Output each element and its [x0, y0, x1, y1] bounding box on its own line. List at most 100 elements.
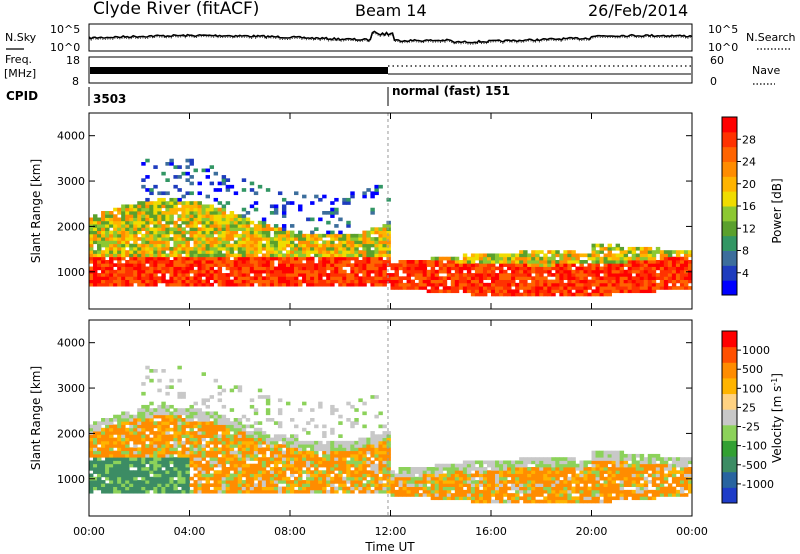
heatmap-cell [269, 437, 275, 442]
heatmap-cell [326, 460, 331, 465]
heatmap-cell [675, 253, 681, 258]
heatmap-cell [133, 476, 138, 481]
heatmap-cell [507, 496, 512, 501]
heatmap-cell [503, 486, 508, 491]
heatmap-cell [269, 266, 275, 271]
heatmap-cell [281, 470, 287, 474]
heatmap-cell [619, 493, 625, 497]
heatmap-cell [643, 266, 649, 271]
heatmap-cell [185, 237, 190, 241]
heatmap-cell [334, 207, 339, 212]
heatmap-cell [169, 197, 174, 202]
heatmap-cell [193, 460, 198, 465]
heatmap-cell [326, 230, 331, 235]
heatmap-cell [551, 493, 556, 497]
heatmap-cell [105, 243, 110, 248]
heatmap-cell [571, 273, 576, 277]
heatmap-cell [117, 440, 122, 445]
heatmap-cell [249, 181, 255, 186]
heatmap-cell [237, 489, 243, 494]
heatmap-cell [133, 480, 138, 484]
heatmap-cell [157, 434, 162, 438]
heatmap-cell [193, 214, 198, 218]
heatmap-cell [482, 499, 488, 504]
heatmap-cell [133, 243, 138, 248]
heatmap-cell [519, 282, 524, 287]
heatmap-cell [687, 473, 693, 478]
heatmap-cell [326, 246, 331, 251]
heatmap-cell [366, 240, 371, 245]
heatmap-cell [189, 220, 194, 225]
heatmap-cell [197, 418, 202, 422]
heatmap-cell [157, 444, 162, 448]
heatmap-cell [273, 457, 279, 461]
heatmap-cell [683, 460, 689, 465]
heatmap-cell [197, 211, 202, 215]
heatmap-cell [639, 246, 645, 251]
heatmap-cell [314, 263, 319, 267]
heatmap-cell [97, 273, 102, 277]
heatmap-cell [261, 434, 267, 438]
heatmap-cell [679, 263, 685, 267]
heatmap-cell [105, 211, 110, 215]
heatmap-cell [366, 463, 371, 468]
heatmap-cell [567, 457, 572, 461]
heatmap-cell [366, 440, 371, 445]
heatmap-cell [398, 483, 403, 487]
heatmap-cell [382, 453, 387, 458]
heatmap-cell [611, 476, 617, 481]
heatmap-cell [241, 230, 247, 235]
heatmap-cell [109, 480, 114, 484]
heatmap-cell [374, 256, 379, 261]
heatmap-cell [378, 227, 383, 231]
heatmap-cell [543, 292, 548, 297]
heatmap-cell [310, 230, 315, 235]
heatmap-cell [165, 486, 170, 491]
heatmap-cell [249, 266, 255, 271]
heatmap-cell [137, 201, 142, 205]
heatmap-cell [615, 476, 621, 481]
heatmap-cell [213, 217, 219, 222]
heatmap-cell [627, 266, 633, 271]
heatmap-cell [201, 230, 206, 235]
heatmap-cell [326, 476, 331, 481]
heatmap-cell [157, 453, 162, 458]
heatmap-cell [523, 499, 528, 504]
heatmap-cell [495, 256, 500, 261]
heatmap-cell [89, 233, 94, 238]
heatmap-cell [595, 457, 600, 461]
heatmap-cell [113, 437, 118, 442]
heatmap-cell [470, 486, 476, 491]
heatmap-cell [213, 463, 219, 468]
heatmap-cell [450, 266, 456, 271]
heatmap-cell [89, 431, 94, 435]
heatmap-cell [366, 279, 371, 284]
heatmap-cell [314, 444, 319, 448]
heatmap-cell [655, 263, 661, 267]
heatmap-cell [233, 473, 239, 478]
heatmap-cell [249, 260, 255, 264]
heatmap-cell [125, 282, 130, 287]
heatmap-cell [362, 279, 367, 284]
heatmap-cell [209, 473, 215, 478]
heatmap-cell [101, 260, 106, 264]
heatmap-cell [245, 256, 251, 261]
heatmap-cell [298, 250, 303, 254]
heatmap-cell [302, 486, 307, 491]
heatmap-cell [261, 489, 267, 494]
heatmap-cell [93, 453, 98, 458]
heatmap-cell [571, 253, 576, 258]
heatmap-cell [273, 204, 279, 209]
heatmap-cell [245, 269, 251, 274]
heatmap-cell [627, 273, 633, 277]
heatmap-cell [221, 437, 227, 442]
heatmap-cell [462, 496, 468, 501]
heatmap-cell [635, 282, 641, 287]
heatmap-cell [249, 246, 255, 251]
heatmap-cell [591, 256, 596, 261]
heatmap-cell [137, 224, 142, 228]
heatmap-cell [430, 493, 436, 497]
heatmap-cell [591, 493, 596, 497]
heatmap-cell [161, 256, 166, 261]
heatmap-cell [342, 269, 347, 274]
